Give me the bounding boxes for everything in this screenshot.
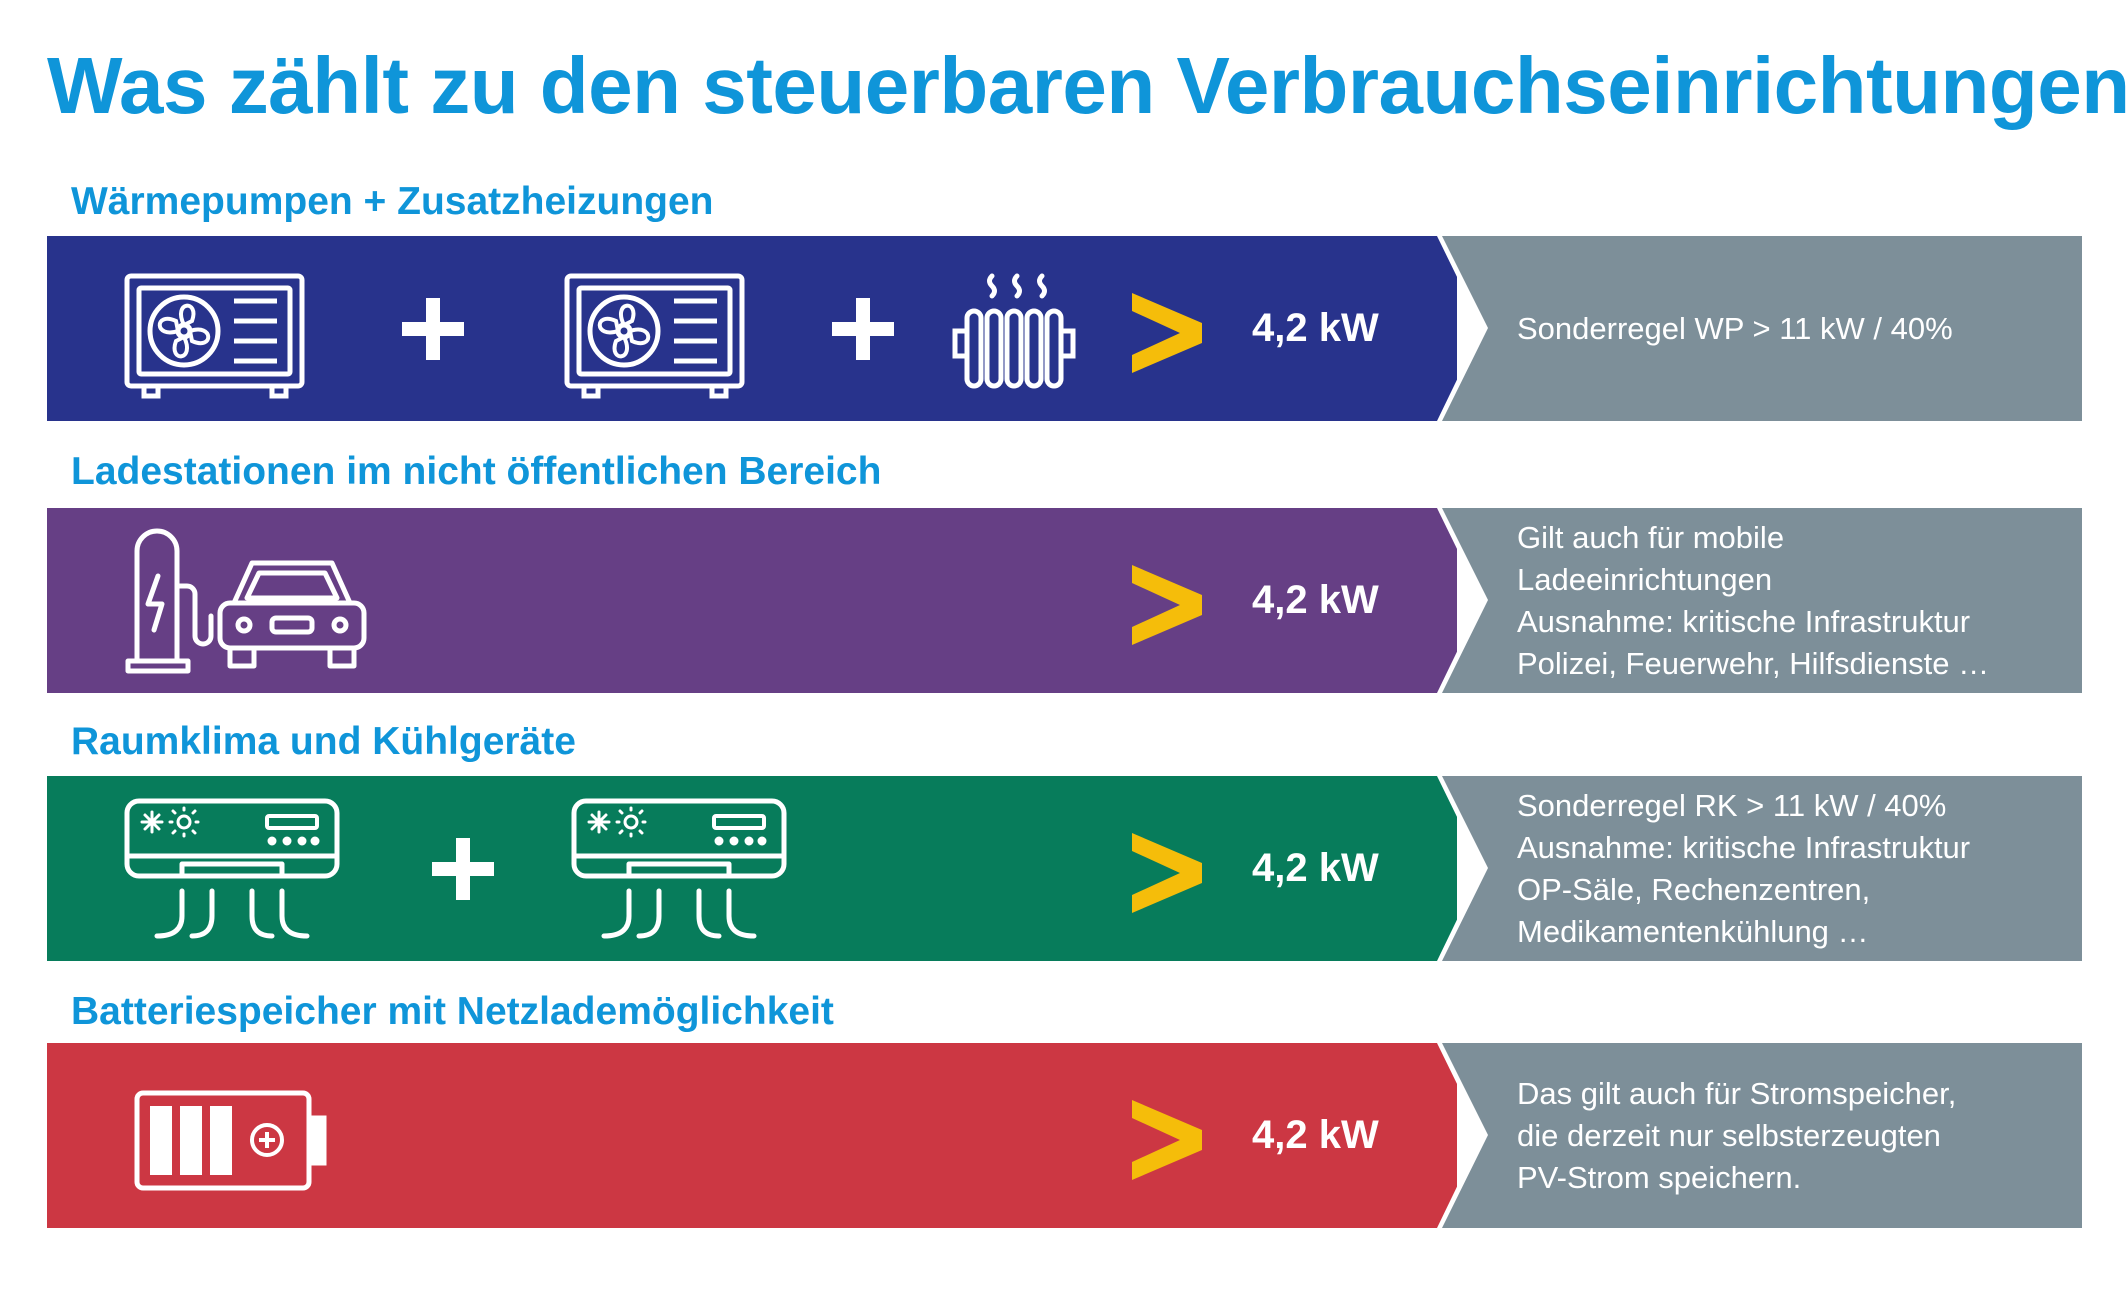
section-heading-battery: Batteriespeicher mit Netzlademöglichkeit xyxy=(71,990,834,1033)
note-text: Das gilt auch für Stromspeicher, die der… xyxy=(1517,1043,2077,1228)
note-line: Sonderregel RK > 11 kW / 40% xyxy=(1517,787,1947,823)
band-charging: 4,2 kW Gilt auch für mobile Ladeeinricht… xyxy=(47,508,2082,693)
section-heading-heat-pumps: Wärmepumpen + Zusatzheizungen xyxy=(71,180,714,223)
charging-station-icon xyxy=(125,528,214,674)
note-panel xyxy=(1442,776,2082,961)
power-threshold-value: 4,2 kW xyxy=(1252,306,1379,350)
chevron-greater-than-icon xyxy=(1132,1100,1202,1180)
plus-icon xyxy=(832,298,894,360)
chevron-greater-than-icon xyxy=(1132,293,1202,373)
note-line: PV-Strom speichern. xyxy=(1517,1159,1802,1195)
power-threshold-value: 4,2 kW xyxy=(1252,846,1379,890)
band-battery: 4,2 kW Das gilt auch für Stromspeicher, … xyxy=(47,1043,2082,1228)
band-heat-pumps: 4,2 kW Sonderregel WP > 11 kW / 40% xyxy=(47,236,2082,421)
note-line: Ladeeinrichtungen xyxy=(1517,561,1773,597)
note-line: Gilt auch für mobile xyxy=(1517,519,1785,555)
chevron-greater-than-icon xyxy=(1132,833,1202,913)
note-line: OP-Säle, Rechenzentren, xyxy=(1517,871,1871,907)
section-heading-charging: Ladestationen im nicht öffentlichen Bere… xyxy=(71,450,882,493)
note-panel xyxy=(1442,1043,2082,1228)
note-line: Polizei, Feuerwehr, Hilfsdienste … xyxy=(1517,645,1990,681)
radiator-icon xyxy=(952,273,1076,389)
heat-pump-icon xyxy=(564,273,745,399)
note-text: Sonderregel WP > 11 kW / 40% xyxy=(1517,236,2077,421)
heat-pump-icon xyxy=(124,273,305,399)
note-line: Ausnahme: kritische Infrastruktur xyxy=(1517,829,1971,865)
note-line: die derzeit nur selbsterzeugten xyxy=(1517,1117,1941,1153)
plus-icon xyxy=(402,298,464,360)
note-panel xyxy=(1442,508,2082,693)
section-heading-climate: Raumklima und Kühlgeräte xyxy=(71,720,576,763)
air-conditioner-icon xyxy=(124,798,340,939)
note-panel xyxy=(1442,236,2082,421)
plus-icon xyxy=(432,838,494,900)
note-text: Gilt auch für mobile Ladeeinrichtungen A… xyxy=(1517,508,2077,693)
band-climate: 4,2 kW Sonderregel RK > 11 kW / 40% Ausn… xyxy=(47,776,2082,961)
note-line: Ausnahme: kritische Infrastruktur xyxy=(1517,603,1971,639)
note-text: Sonderregel RK > 11 kW / 40% Ausnahme: k… xyxy=(1517,776,2077,961)
chevron-greater-than-icon xyxy=(1132,565,1202,645)
air-conditioner-icon xyxy=(571,798,787,939)
power-threshold-value: 4,2 kW xyxy=(1252,1113,1379,1157)
note-line: Das gilt auch für Stromspeicher, xyxy=(1517,1075,1957,1111)
band-main-panel xyxy=(47,236,1457,421)
car-icon xyxy=(217,560,367,669)
note-line: Sonderregel WP > 11 kW / 40% xyxy=(1517,310,1953,346)
power-threshold-value: 4,2 kW xyxy=(1252,578,1379,622)
page-title: Was zählt zu den steuerbaren Verbrauchse… xyxy=(47,41,2126,130)
note-line: Medikamentenkühlung … xyxy=(1517,913,1869,949)
battery-icon xyxy=(134,1090,327,1191)
